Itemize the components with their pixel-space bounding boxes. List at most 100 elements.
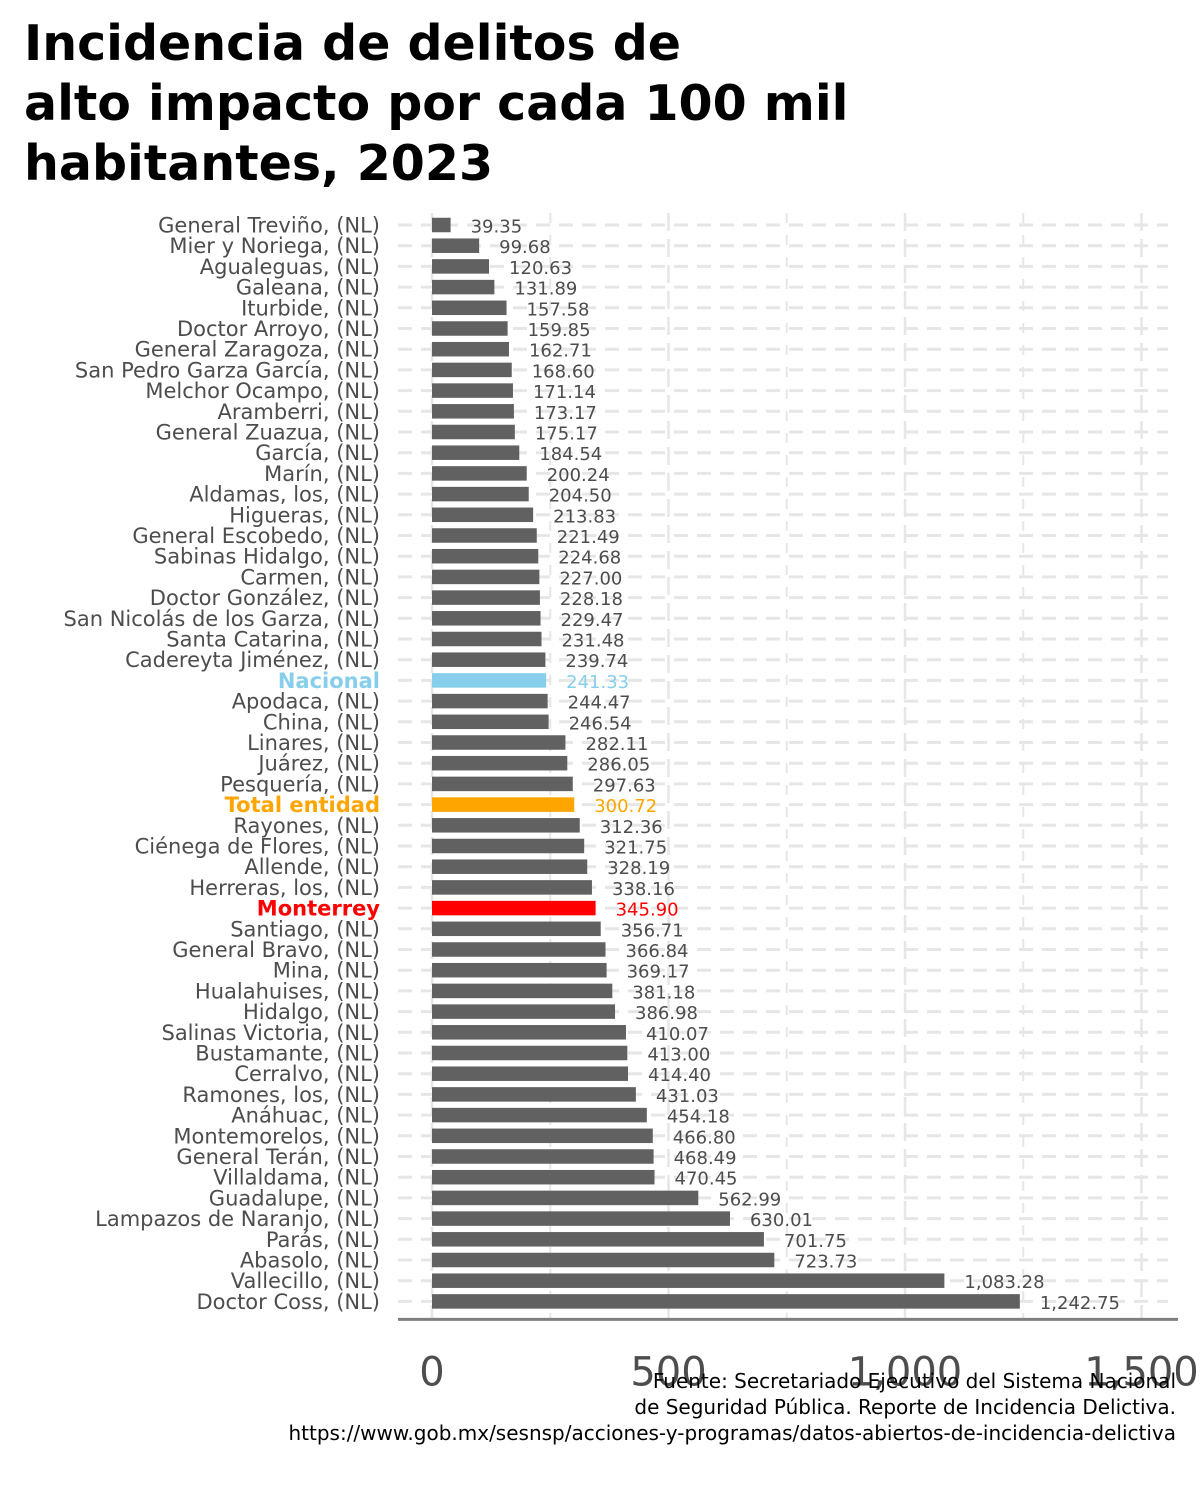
bar-villaldama-nl [432,1169,655,1185]
bar-general-zuazua-nl [432,424,515,440]
bar-melchor-ocampo-nl [432,383,513,398]
bar-galeana-nl [432,279,495,295]
category-label: General Escobedo, (NL) [132,524,380,548]
bar-china-nl [432,714,549,730]
bar-marin-nl [432,466,527,481]
bar-higueras-nl [432,507,534,523]
category-label: General Zuazua, (NL) [156,421,380,445]
value-label: 300.72 [594,796,657,817]
category-label: General Bravo, (NL) [172,938,380,962]
bar-iturbide-nl [432,300,507,316]
value-label: 120.63 [509,258,572,279]
bar-montemorelos-nl [432,1128,653,1144]
value-label: 200.24 [547,465,610,486]
category-label: Allende, (NL) [244,855,380,879]
bar-aramberri-nl [432,404,514,419]
bar-rayones-nl [432,818,580,833]
value-label: 321.75 [604,838,667,859]
bar-ramones-los-nl [432,1087,636,1102]
value-label: 366.84 [626,941,689,962]
category-label: General Terán, (NL) [176,1145,380,1169]
value-label: 723.73 [794,1252,857,1273]
category-label: San Pedro Garza García, (NL) [75,358,380,382]
category-label: Guadalupe, (NL) [209,1186,380,1210]
bar-doctor-coss-nl [432,1294,1020,1309]
bar-carmen-nl [432,569,540,585]
value-label: 356.71 [621,920,684,941]
bar-allende-nl [432,859,588,874]
bar-linares-nl [432,735,566,750]
bar-sabinas-hidalgo-nl [432,548,539,564]
category-label: Pesquería, (NL) [220,772,380,796]
bar-paras-nl [432,1232,764,1247]
bar-herreras-los-nl [432,880,592,895]
bar-general-trevino-nl [432,217,451,233]
category-label: San Nicolás de los Garza, (NL) [64,607,380,631]
bar-general-escobedo-nl [432,528,537,543]
category-label: China, (NL) [263,710,380,734]
category-label: Monterrey [257,897,381,921]
value-label: 1,083.28 [964,1272,1044,1293]
category-label: Anáhuac, (NL) [231,1104,380,1128]
value-labels: 39.3599.68120.63131.89157.58159.85162.71… [471,217,1120,1314]
value-label: 162.71 [529,341,592,362]
bar-anahuac-nl [432,1107,647,1123]
bar-santa-catarina-nl [432,631,542,647]
value-label: 173.17 [534,403,597,424]
value-label: 39.35 [471,217,523,238]
category-label: Juárez, (NL) [256,752,380,776]
bar-guadalupe-nl [432,1190,699,1206]
category-label: Aldamas, los, (NL) [189,483,380,507]
category-label: Melchor Ocampo, (NL) [145,379,380,403]
value-label: 228.18 [560,589,623,610]
category-label: Total entidad [225,793,380,817]
category-label: Abasolo, (NL) [240,1249,380,1273]
category-label: Santa Catarina, (NL) [166,628,380,652]
bar-abasolo-nl [432,1252,775,1268]
bar-san-pedro-garza-garcia-nl [432,362,512,378]
bar-monterrey [432,900,596,916]
value-label: 297.63 [593,775,656,796]
value-label: 221.49 [557,527,620,548]
category-label: Iturbide, (NL) [241,296,380,320]
value-label: 131.89 [514,279,577,300]
value-label: 338.16 [612,879,675,900]
x-tick-label: 1,500 [1084,1349,1199,1395]
category-label: Apodaca, (NL) [232,690,380,714]
category-label: General Treviño, (NL) [158,214,380,238]
value-label: 246.54 [569,713,632,734]
caption-line-1: Fuente: Secretariado Ejecutivo del Siste… [652,1369,1176,1393]
bar-hualahuises-nl [432,983,613,999]
value-label: 468.49 [674,1148,737,1169]
value-label: 1,242.75 [1040,1293,1120,1314]
value-label: 229.47 [561,610,624,631]
value-label: 184.54 [539,444,602,465]
bar-agualeguas-nl [432,259,490,274]
bar-pesqueria-nl [432,776,573,792]
bar-cadereyta-jimenez-nl [432,652,546,667]
category-label: Galeana, (NL) [236,276,380,300]
category-label: General Zaragoza, (NL) [135,338,380,362]
x-tick-label: 500 [630,1349,706,1395]
bar-total-entidad [432,797,575,812]
category-label: Doctor Coss, (NL) [197,1290,381,1314]
category-label: Ramones, los, (NL) [182,1083,380,1107]
value-label: 213.83 [553,506,616,527]
bar-bustamante-nl [432,1045,628,1061]
category-label: Santiago, (NL) [230,917,380,941]
bar-cienega-de-flores-nl [432,838,585,854]
source-caption: Fuente: Secretariado Ejecutivo del Siste… [288,1368,1176,1446]
bar-nacional [432,673,547,688]
bar-cerralvo-nl [432,1066,629,1081]
bar-doctor-gonzalez-nl [432,590,540,605]
bar-santiago-nl [432,921,601,937]
category-label: Agualeguas, (NL) [200,255,380,279]
bar-general-teran-nl [432,1149,654,1164]
caption-line-2: de Seguridad Pública. Reporte de Inciden… [634,1395,1176,1419]
bar-mier-y-noriega-nl [432,238,480,253]
bar-mina-nl [432,962,607,978]
bar-garcia-nl [432,445,520,460]
value-label: 630.01 [750,1210,813,1231]
value-label: 204.50 [549,486,612,507]
